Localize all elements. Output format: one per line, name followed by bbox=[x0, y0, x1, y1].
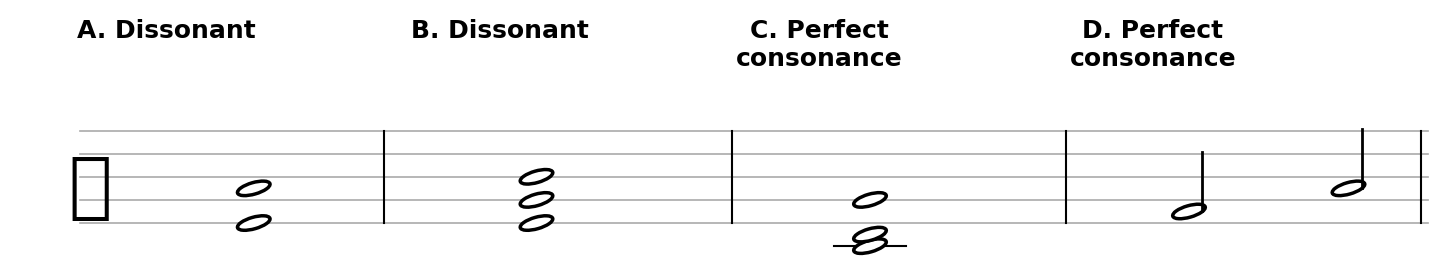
Ellipse shape bbox=[854, 227, 886, 242]
Ellipse shape bbox=[521, 216, 552, 230]
Ellipse shape bbox=[238, 216, 270, 230]
Text: C. Perfect
consonance: C. Perfect consonance bbox=[737, 19, 902, 71]
Ellipse shape bbox=[238, 181, 270, 196]
Ellipse shape bbox=[1333, 181, 1364, 196]
Ellipse shape bbox=[1173, 204, 1205, 219]
Text: 𝄢: 𝄢 bbox=[68, 154, 112, 223]
Ellipse shape bbox=[854, 193, 886, 207]
Text: B. Dissonant: B. Dissonant bbox=[412, 19, 589, 43]
Ellipse shape bbox=[521, 169, 552, 184]
Text: D. Perfect
consonance: D. Perfect consonance bbox=[1070, 19, 1235, 71]
Ellipse shape bbox=[854, 239, 886, 254]
Text: A. Dissonant: A. Dissonant bbox=[77, 19, 257, 43]
Ellipse shape bbox=[521, 193, 552, 207]
